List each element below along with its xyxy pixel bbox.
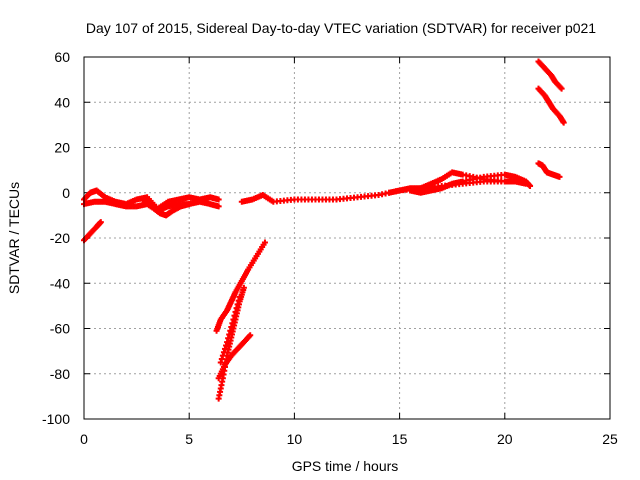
x-axis-label: GPS time / hours (292, 458, 399, 474)
data-point (215, 196, 222, 203)
y-tick-label: -20 (50, 230, 70, 246)
series-late-high-1 (535, 58, 565, 92)
series-mid-trend-c (407, 171, 529, 196)
data-point (224, 339, 231, 346)
data-point (261, 239, 268, 246)
y-axis-label: SDTVAR / TECUs (6, 182, 22, 294)
data-point (236, 293, 243, 300)
x-tick-label: 25 (602, 431, 618, 447)
data-point (527, 182, 534, 189)
data-point (220, 349, 227, 356)
data-point (232, 308, 239, 315)
data-point (228, 323, 235, 330)
series-drop-start (81, 219, 104, 244)
y-tick-label: -40 (50, 275, 70, 291)
series-steep-1 (213, 239, 268, 334)
data-point (97, 219, 104, 226)
series-steep-3 (215, 332, 254, 382)
grid (84, 57, 610, 419)
x-tick-label: 15 (392, 431, 408, 447)
data-point (522, 178, 529, 185)
y-tick-label: 20 (54, 140, 70, 156)
plot-frame (83, 56, 611, 420)
series-baseline-c (139, 196, 193, 219)
x-tick-label: 0 (80, 431, 88, 447)
y-tick-label: 60 (54, 49, 70, 65)
data-points (81, 58, 567, 402)
x-tick-label: 20 (497, 431, 513, 447)
data-point (233, 305, 240, 312)
data-point (226, 331, 233, 338)
y-tick-label: -60 (50, 321, 70, 337)
tick-labels: 0 5 10 15 20 25 -100 -80 -60 -40 -20 0 20 40 60 (42, 49, 618, 447)
y-tick-label: 40 (54, 94, 70, 110)
data-point (240, 284, 247, 291)
data-point (560, 119, 567, 126)
data-point (225, 335, 232, 342)
series-late-high-2 (535, 85, 567, 126)
data-point (215, 203, 222, 210)
x-tick-label: 10 (287, 431, 303, 447)
data-point (558, 85, 565, 92)
y-tick-label: -80 (50, 366, 70, 382)
data-point (229, 320, 236, 327)
data-point (230, 316, 237, 323)
data-point (231, 312, 238, 319)
series-late-low (535, 160, 563, 180)
data-point (247, 332, 254, 339)
data-point (219, 352, 226, 359)
data-point (217, 359, 224, 366)
data-point (227, 327, 234, 334)
chart-title: Day 107 of 2015, Sidereal Day-to-day VTE… (86, 20, 596, 36)
y-tick-label: -100 (42, 411, 70, 427)
series-steep-4 (217, 293, 243, 366)
data-point (235, 297, 242, 304)
data-point (223, 342, 230, 349)
data-point (218, 356, 225, 363)
y-tick-label: 0 (62, 185, 70, 201)
data-point (221, 345, 228, 352)
x-tick-label: 5 (185, 431, 193, 447)
series-mid-trend-b (386, 169, 529, 196)
data-point (234, 301, 241, 308)
data-point (556, 173, 563, 180)
data-point (186, 201, 193, 208)
